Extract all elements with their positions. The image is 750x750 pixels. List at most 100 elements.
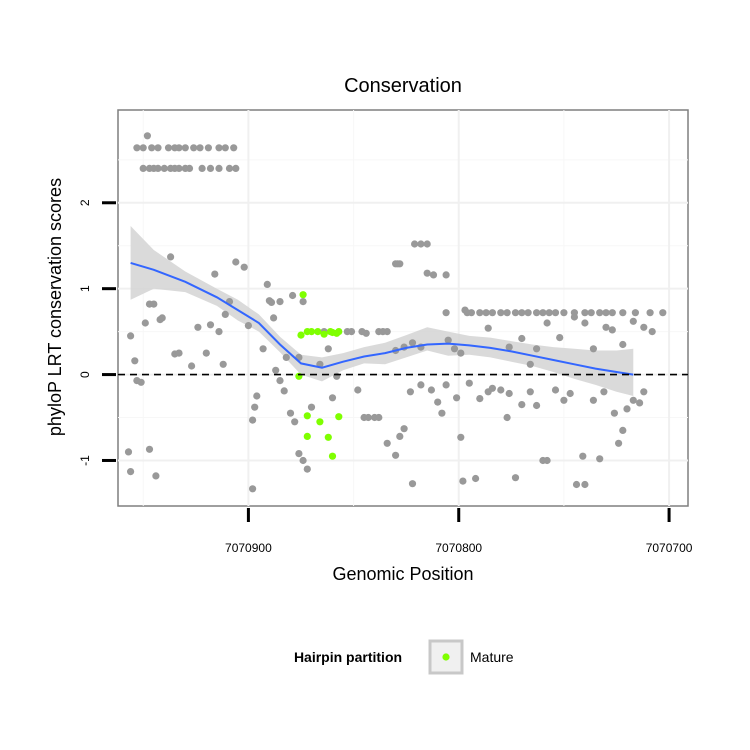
data-point: [230, 144, 238, 152]
data-point: [198, 164, 206, 172]
data-point: [251, 403, 259, 411]
data-point-mature: [303, 412, 311, 420]
data-point: [383, 439, 391, 447]
data-point: [158, 314, 166, 322]
data-point: [636, 399, 644, 407]
data-point: [505, 389, 513, 398]
data-point: [272, 366, 280, 374]
data-point: [175, 349, 183, 357]
data-point: [347, 328, 356, 336]
data-point: [459, 477, 467, 485]
data-point: [167, 253, 175, 261]
data-point: [400, 425, 408, 433]
data-point: [543, 319, 551, 327]
data-point: [648, 328, 656, 336]
data-point: [328, 394, 337, 402]
data-point: [623, 405, 631, 413]
data-point-mature: [324, 433, 332, 441]
legend-mature-swatch: [442, 653, 450, 661]
data-point: [362, 329, 370, 337]
data-point: [497, 386, 505, 394]
plot-panel: [117, 109, 689, 507]
data-point: [472, 474, 480, 483]
data-point: [518, 401, 526, 409]
data-point-mature: [314, 328, 322, 336]
data-point: [629, 317, 637, 325]
data-point: [560, 396, 568, 404]
data-point: [175, 144, 183, 152]
smooth-line-path: [130, 261, 634, 376]
data-point: [276, 377, 284, 385]
data-point: [551, 386, 560, 394]
y-axis: -1 0 1 2: [78, 199, 116, 466]
data-point: [602, 323, 610, 331]
data-point: [533, 401, 541, 410]
y-axis-label: phyloP LRT conservation scores: [45, 178, 65, 436]
data-point: [124, 448, 133, 456]
data-point: [476, 309, 484, 317]
y-tick-label: -1: [78, 455, 92, 466]
data-point: [511, 474, 520, 482]
data-point: [465, 379, 473, 387]
data-point: [299, 298, 307, 306]
data-point: [533, 345, 541, 353]
data-point: [295, 450, 303, 458]
data-point: [581, 309, 589, 317]
data-point: [457, 349, 465, 357]
data-point: [289, 291, 297, 300]
data-point: [127, 468, 135, 476]
data-point: [143, 132, 151, 140]
data-point: [526, 388, 534, 396]
data-point: [303, 465, 311, 473]
data-point-mature: [307, 328, 316, 336]
data-point: [505, 343, 513, 351]
data-point: [154, 164, 162, 172]
data-point: [497, 309, 505, 317]
data-point: [488, 309, 496, 317]
data-point: [482, 309, 490, 317]
data-point: [476, 395, 484, 403]
data-point: [533, 309, 541, 317]
data-point: [145, 445, 154, 453]
data-point: [442, 381, 450, 389]
data-point: [463, 309, 471, 317]
data-point: [444, 336, 452, 344]
data-point: [406, 388, 414, 396]
data-point: [215, 328, 223, 336]
data-point: [411, 240, 419, 248]
data-point: [596, 455, 604, 463]
data-point: [137, 378, 145, 386]
data-point: [608, 309, 616, 317]
data-point: [175, 164, 183, 172]
data-point: [244, 322, 252, 330]
x-tick-label: 7070700: [646, 541, 693, 555]
data-point: [190, 144, 198, 152]
data-point: [503, 413, 511, 422]
y-tick-label: 0: [78, 371, 92, 378]
smooth-line: [130, 261, 634, 376]
data-point: [560, 309, 568, 317]
data-point: [438, 409, 446, 417]
data-point: [375, 413, 383, 422]
data-point: [566, 389, 574, 398]
data-point: [259, 345, 267, 353]
data-point: [232, 164, 240, 172]
data-point: [631, 309, 640, 317]
data-point: [127, 332, 135, 340]
data-point: [619, 426, 627, 434]
data-point: [587, 309, 595, 317]
chart-title: Conservation: [344, 75, 462, 97]
data-point: [354, 386, 362, 394]
confidence-band-area: [130, 226, 634, 396]
data-point: [188, 362, 196, 370]
data-point: [221, 144, 229, 152]
data-point: [484, 324, 492, 332]
data-point: [423, 240, 431, 248]
data-point: [139, 164, 147, 172]
data-point: [488, 384, 496, 392]
data-point: [206, 164, 215, 172]
data-point: [181, 144, 189, 152]
data-point: [646, 309, 654, 317]
legend-title: Hairpin partition: [294, 649, 402, 665]
data-point: [423, 269, 431, 277]
